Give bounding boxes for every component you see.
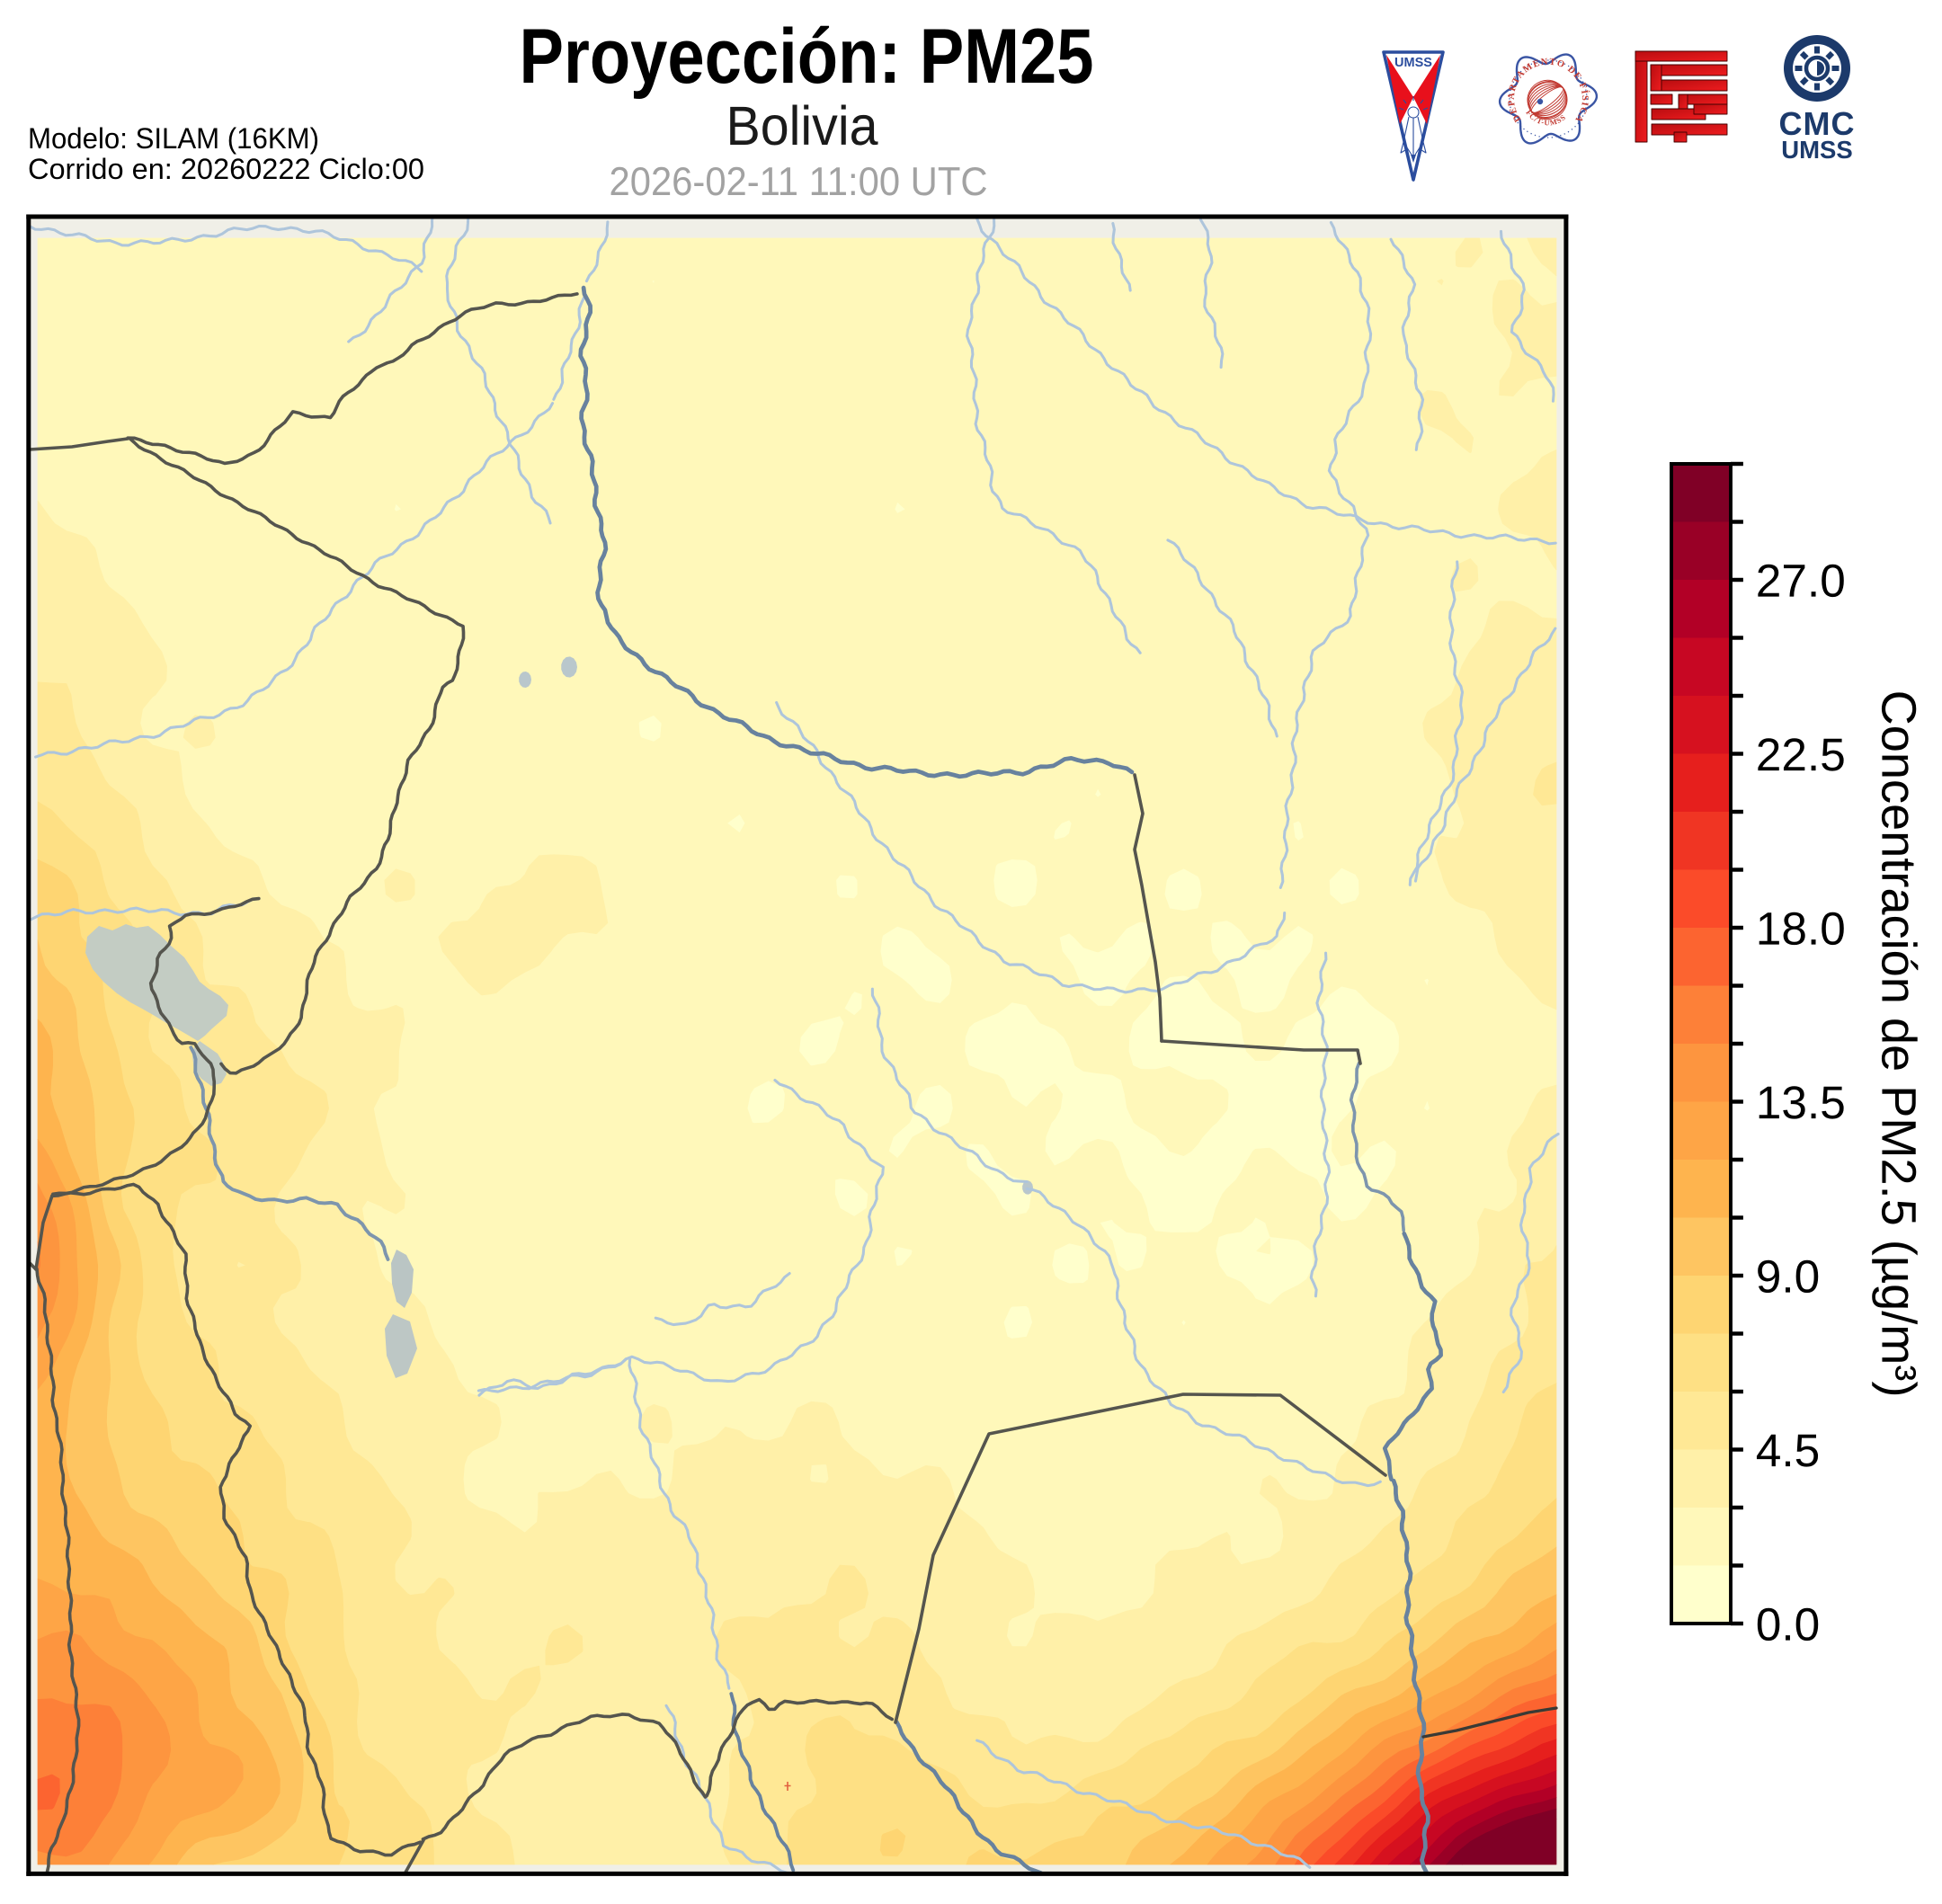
- svg-text:Proyección: PM25: Proyección: PM25: [520, 13, 1094, 100]
- svg-text:2026-02-11 11:00 UTC: 2026-02-11 11:00 UTC: [610, 160, 988, 204]
- svg-text:UMSS: UMSS: [1781, 136, 1852, 164]
- svg-text:UMSS: UMSS: [1394, 56, 1432, 70]
- svg-text:DEPARTAMENTO DE FÍSICA: DEPARTAMENTO DE FÍSICA: [1507, 57, 1590, 124]
- svg-text:CMC: CMC: [1779, 105, 1856, 142]
- svg-text:Modelo: SILAM (16KM): Modelo: SILAM (16KM): [28, 122, 319, 155]
- svg-text:Bolivia: Bolivia: [726, 95, 878, 156]
- svg-text:Corrido en: 20260222 Ciclo:00: Corrido en: 20260222 Ciclo:00: [28, 153, 424, 185]
